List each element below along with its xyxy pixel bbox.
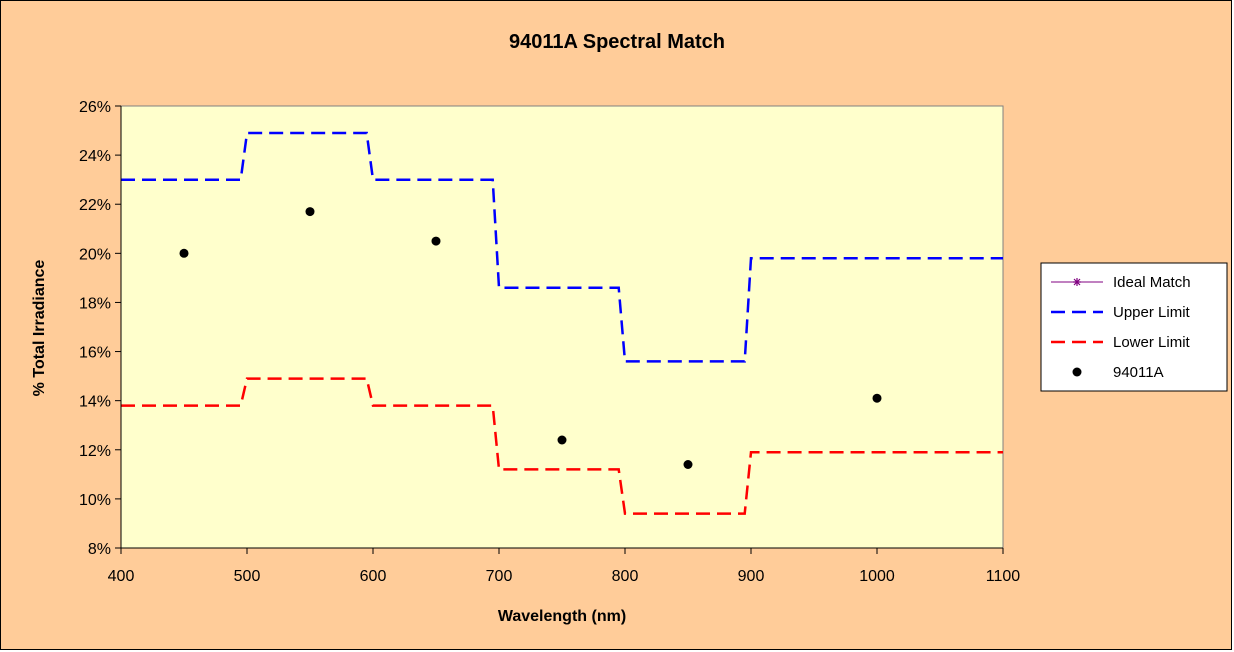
y-tick-label: 10% (79, 492, 111, 509)
legend-symbol-dot (1072, 367, 1082, 377)
chart-title: 94011A Spectral Match (509, 31, 725, 53)
x-tick-label: 1100 (986, 568, 1021, 585)
y-tick-label: 16% (79, 345, 111, 362)
data-point (305, 207, 315, 217)
data-point (179, 248, 189, 258)
x-tick-label: 400 (108, 568, 135, 585)
x-tick-label: 700 (486, 568, 513, 585)
y-tick-label: 26% (79, 99, 111, 116)
star-marker-icon (1073, 278, 1081, 286)
y-tick-label: 18% (79, 295, 111, 312)
legend: Ideal Match Upper Limit Lower Limit 94011A (1040, 262, 1228, 392)
plot-area (120, 105, 1004, 549)
x-tick-label: 600 (360, 568, 387, 585)
tick-layer: 400 500 600 700 800 900 1000 1100 8% 10% 12% 14% 16%… (79, 99, 1020, 585)
series-line-2 (121, 377, 1003, 515)
legend-label: 94011A (1113, 364, 1164, 381)
data-point (872, 393, 882, 403)
data-point (683, 460, 693, 469)
y-tick-label: 24% (79, 148, 111, 165)
data-point (431, 236, 441, 246)
x-tick-label: 500 (234, 568, 261, 585)
legend-box (1040, 262, 1228, 392)
y-tick-label: 20% (79, 246, 111, 263)
y-tick-label: 14% (79, 394, 111, 411)
legend-label: Upper Limit (1113, 304, 1191, 321)
series-layer (121, 131, 1003, 515)
x-tick-label: 800 (612, 568, 639, 585)
axis-layer (120, 106, 1003, 549)
y-axis-label: % Total Irradiance (31, 260, 48, 397)
data-point (557, 435, 567, 445)
x-tick-label: 900 (738, 568, 765, 585)
legend-label: Lower Limit (1113, 334, 1191, 351)
x-tick-label: 1000 (859, 568, 895, 585)
legend-label: Ideal Match (1113, 274, 1191, 291)
y-tick-label: 12% (79, 443, 111, 460)
series-line-1 (121, 131, 1003, 363)
x-axis-label: Wavelength (nm) (498, 608, 626, 625)
y-tick-label: 8% (88, 541, 111, 558)
y-tick-label: 22% (79, 197, 111, 214)
